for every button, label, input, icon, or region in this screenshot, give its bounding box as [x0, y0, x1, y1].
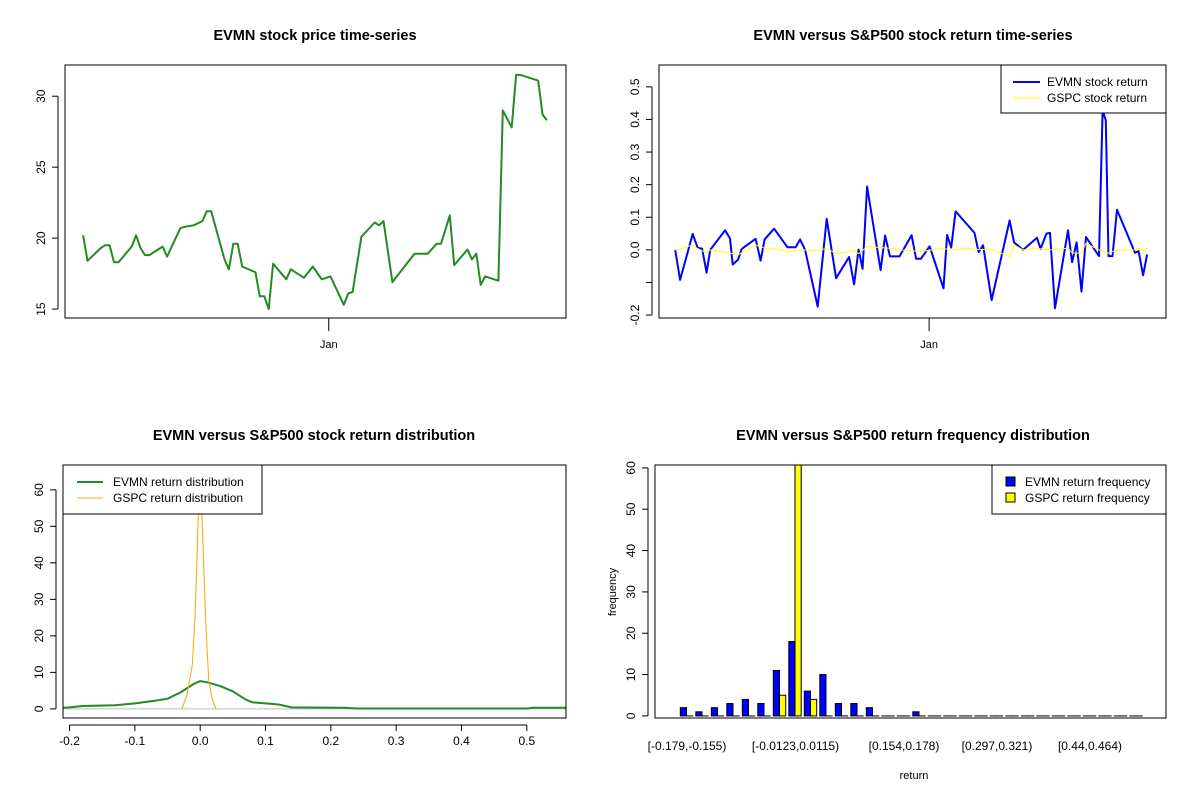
- bar-gspc-return-frequency: [794, 465, 802, 717]
- distribution-x-tick-label: 0.2: [322, 734, 339, 748]
- distribution-x-tick-label: 0.1: [257, 734, 274, 748]
- distribution-legend: EVMN return distribution GSPC return dis…: [62, 464, 263, 515]
- return-y-tick-label: 0.5: [628, 78, 642, 95]
- frequency-y-tick-label: 30: [624, 585, 638, 599]
- return-y-tick-label: 0.2: [628, 176, 642, 193]
- distribution-x-tick-label: -0.1: [125, 734, 146, 748]
- bar-evmn-return-frequency: [819, 674, 827, 717]
- frequency-x-tick-label: [-0.179,-0.155): [648, 739, 727, 753]
- frequency-x-tick-label: [0.297,0.321): [962, 739, 1033, 753]
- legend-label-gspc: GSPC stock return: [1047, 91, 1147, 105]
- return-legend: EVMN stock return GSPC stock return: [1000, 64, 1167, 114]
- frequency-x-tick-label: [0.154,0.178): [869, 739, 940, 753]
- bar-evmn-return-frequency: [757, 703, 765, 717]
- return-y-tick-label: 0.3: [628, 143, 642, 160]
- bar-evmn-return-frequency: [679, 707, 687, 717]
- bar-evmn-return-frequency: [834, 703, 842, 717]
- price-plot-area: [82, 73, 548, 311]
- bar-evmn-return-frequency: [865, 707, 873, 717]
- distribution-series-evmn-return-distribution: [63, 680, 566, 710]
- legend-label-evmn: EVMN return frequency: [1025, 475, 1150, 489]
- distribution-x-tick-label: -0.2: [59, 734, 80, 748]
- bar-gspc-return-frequency: [779, 694, 787, 717]
- bar-evmn-return-frequency: [850, 703, 858, 717]
- distribution-y-tick-label: 50: [32, 519, 46, 533]
- distribution-plot-box: [62, 464, 567, 719]
- distribution-y-tick-label: 10: [32, 665, 46, 679]
- price-x-tick-label: Jan: [320, 339, 338, 351]
- legend-swatch-gspc: [1005, 492, 1016, 503]
- distribution-y-tick-label: 20: [32, 629, 46, 643]
- bar-evmn-return-frequency: [695, 711, 703, 717]
- return-plot-area: [674, 109, 1149, 310]
- legend-box: [991, 464, 1167, 515]
- bar-evmn-return-frequency: [788, 641, 796, 717]
- legend-swatch-evmn: [1005, 476, 1016, 487]
- price-chart-title: EVMN stock price time-series: [213, 28, 416, 44]
- distribution-y-tick-label: 40: [32, 556, 46, 570]
- return-series-evmn-stock-return: [674, 109, 1149, 310]
- price-y-tick-label: 15: [34, 302, 48, 316]
- frequency-x-tick-label: [-0.0123,0.0115): [752, 739, 839, 753]
- distribution-y-tick-label: 0: [32, 705, 46, 712]
- legend-label-evmn: EVMN return distribution: [113, 475, 244, 489]
- distribution-y-tick-label: 60: [32, 483, 46, 497]
- return-x-tick-label: Jan: [920, 339, 938, 351]
- frequency-legend: EVMN return frequency GSPC return freque…: [991, 464, 1167, 515]
- frequency-y-tick-label: 10: [624, 668, 638, 682]
- price-plot-box: [64, 64, 567, 319]
- frequency-y-axis-label: frequency: [607, 567, 619, 616]
- distribution-x-tick-label: 0.3: [388, 734, 405, 748]
- distribution-chart-title: EVMN versus S&P500 stock return distribu…: [153, 428, 475, 444]
- frequency-x-tick-label: [0.44,0.464): [1058, 739, 1122, 753]
- legend-box: [62, 464, 263, 515]
- legend-label-evmn: EVMN stock return: [1047, 75, 1148, 89]
- price-series-evmn-price: [82, 73, 548, 311]
- legend-box: [1000, 64, 1167, 114]
- distribution-x-tick-label: 0.0: [192, 734, 209, 748]
- bar-evmn-return-frequency: [710, 707, 718, 717]
- return-series-gspc-stock-return: [675, 242, 1148, 257]
- legend-label-gspc: GSPC return distribution: [113, 491, 243, 505]
- return-y-tick-label: -0.2: [628, 304, 642, 325]
- distribution-plot-area: [63, 482, 566, 710]
- return-chart-title: EVMN versus S&P500 stock return time-ser…: [753, 28, 1072, 44]
- return-y-tick-label: 0.4: [628, 111, 642, 128]
- frequency-chart-title: EVMN versus S&P500 return frequency dist…: [736, 428, 1090, 444]
- bar-evmn-return-frequency: [803, 690, 811, 717]
- return-y-tick-label: 0.1: [628, 209, 642, 226]
- frequency-plot-box: [654, 464, 1167, 719]
- price-y-tick-label: 30: [34, 89, 48, 103]
- distribution-y-tick-label: 30: [32, 592, 46, 606]
- frequency-plot-area: [679, 465, 1143, 717]
- frequency-y-tick-label: 60: [624, 461, 638, 475]
- frequency-y-tick-label: 40: [624, 544, 638, 558]
- frequency-y-tick-label: 50: [624, 502, 638, 516]
- frequency-y-tick-label: 20: [624, 626, 638, 640]
- distribution-x-tick-label: 0.5: [518, 734, 535, 748]
- legend-label-gspc: GSPC return frequency: [1025, 491, 1150, 505]
- distribution-x-tick-label: 0.4: [453, 734, 470, 748]
- frequency-y-tick-label: 0: [624, 712, 638, 719]
- bar-evmn-return-frequency: [912, 711, 920, 717]
- bar-evmn-return-frequency: [772, 669, 780, 717]
- return-y-tick-label: 0.0: [628, 241, 642, 258]
- price-y-tick-label: 25: [34, 160, 48, 174]
- frequency-x-axis-label: return: [900, 770, 929, 782]
- return-plot-box: [658, 64, 1167, 319]
- bar-evmn-return-frequency: [741, 698, 749, 717]
- distribution-series-gspc-return-distribution: [181, 482, 217, 710]
- price-y-tick-label: 20: [34, 231, 48, 245]
- bar-evmn-return-frequency: [726, 703, 734, 717]
- bar-gspc-return-frequency: [810, 698, 818, 717]
